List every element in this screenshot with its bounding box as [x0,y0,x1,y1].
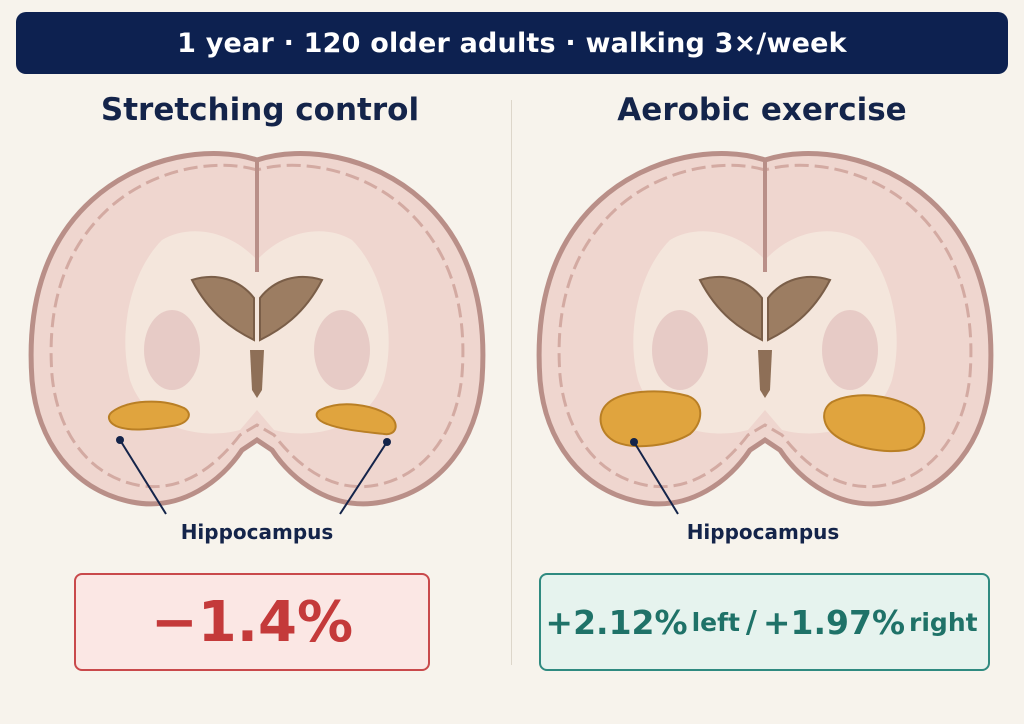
result-left-value: +2.12% [545,602,688,642]
result-value-stretching: −1.4% [150,589,354,655]
callout-dot-right [383,438,391,446]
brain-illustration-stretching [28,151,486,515]
panel-title-stretching: Stretching control [100,92,420,128]
callout-line-left [119,439,167,515]
result-separator: / [745,604,757,640]
callout-line-right [339,441,388,515]
result-stretching: −1.4% [74,573,430,671]
hippocampus-label-aerobic: Hippocampus [686,520,840,544]
hippocampus-right [823,394,926,452]
result-right-word: right [909,607,978,637]
result-right-value: +1.97% [762,602,906,642]
hippocampus-left [599,390,702,448]
brain-coronal-section [28,151,486,507]
result-aerobic: +2.12% left / +1.97% right [539,573,990,671]
result-left-word: left [691,607,740,637]
brain-illustration-aerobic [536,151,994,515]
hippocampus-label-stretching: Hippocampus [180,520,334,544]
hippocampus-left [107,400,190,431]
study-banner: 1 year · 120 older adults · walking 3×/w… [16,12,1008,74]
panel-divider [511,100,512,665]
brain-coronal-section [536,151,994,507]
panel-title-aerobic: Aerobic exercise [617,92,907,128]
hippocampus-right [315,403,397,436]
callout-dot-left [630,438,638,446]
callout-line-left [633,441,679,515]
callout-dot-left [116,436,124,444]
